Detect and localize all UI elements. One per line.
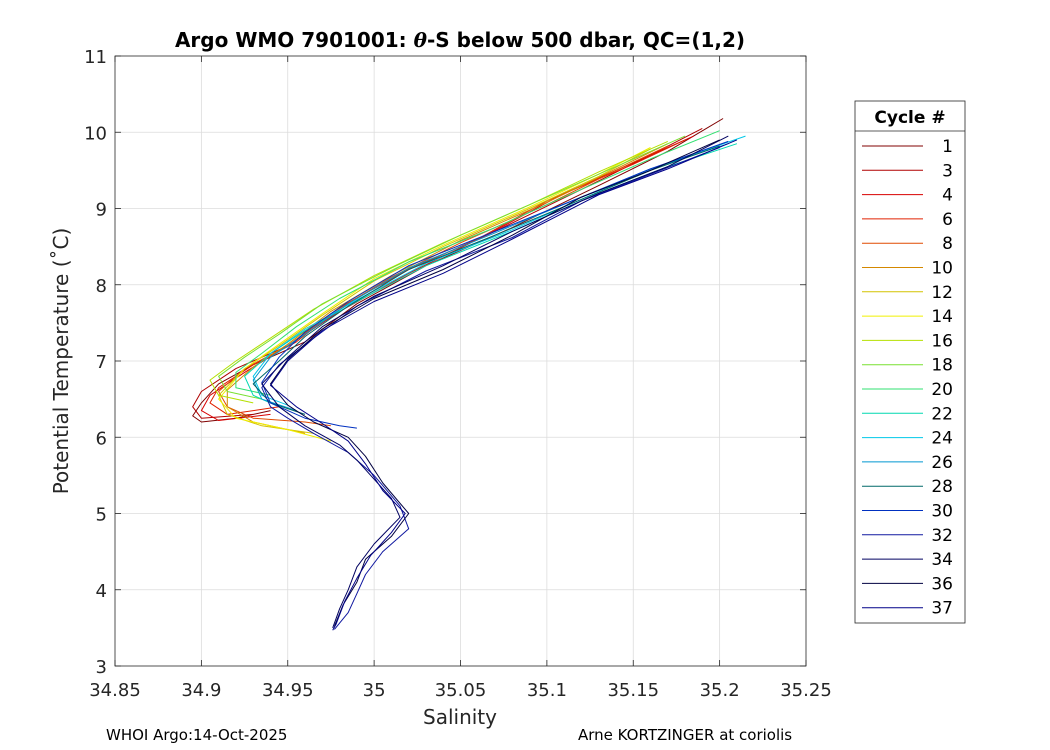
legend-entry-label: 36 <box>931 574 953 594</box>
series-line-cycle-16 <box>209 140 669 404</box>
legend-entry-label: 3 <box>942 161 953 181</box>
y-tick-label: 10 <box>84 123 107 144</box>
chart-title: Argo WMO 7901001: θ-S below 500 dbar, QC… <box>175 28 745 52</box>
legend-entry-label: 4 <box>942 186 953 206</box>
legend-entry-label: 10 <box>931 259 953 279</box>
y-tick-label: 7 <box>96 352 107 373</box>
y-tick-label: 4 <box>96 581 107 602</box>
legend-entry-label: 26 <box>931 453 953 473</box>
series-line-cycle-24 <box>252 135 746 406</box>
series-line-cycle-18 <box>218 135 686 400</box>
legend-entry-label: 22 <box>931 404 953 424</box>
legend-entry-label: 14 <box>931 307 953 327</box>
y-tick-label: 11 <box>84 47 107 68</box>
legend-entry-label: 30 <box>931 502 953 522</box>
y-tick-label: 3 <box>96 657 107 678</box>
footer-left-credit: WHOI Argo:14-Oct-2025 <box>106 726 288 744</box>
legend-box <box>854 100 966 624</box>
legend-entry-label: 28 <box>931 477 953 497</box>
legend-entry-label: 16 <box>931 331 953 351</box>
axis-ticks: 34.85 34.9 34.95 35 35.05 35.1 35.15 35.2 35.253… <box>84 47 832 701</box>
series-line-cycle-6 <box>209 139 686 415</box>
legend-entry-label: 1 <box>942 137 953 157</box>
y-tick-label: 9 <box>96 200 107 221</box>
series-line-cycle-14 <box>218 147 651 442</box>
legend-entry-label: 6 <box>942 210 953 230</box>
series-line-cycle-32 <box>261 147 720 630</box>
series-line-cycle-8 <box>218 145 669 427</box>
x-tick-label: 35.15 <box>607 680 659 701</box>
series-line-cycle-12 <box>218 148 651 434</box>
legend-entry-label: 8 <box>942 234 953 254</box>
series-line-cycle-26 <box>252 143 729 412</box>
series-line-cycle-37 <box>270 139 738 631</box>
x-tick-label: 35.1 <box>527 680 567 701</box>
series-line-cycle-10 <box>226 143 669 434</box>
legend-entry-label: 37 <box>931 599 953 619</box>
x-axis-label: Salinity <box>423 705 497 729</box>
series-line-cycle-36 <box>270 139 720 627</box>
series-line-cycle-28 <box>252 145 720 415</box>
legend-entry-label: 20 <box>931 380 953 400</box>
legend-entry-label: 18 <box>931 356 953 376</box>
x-tick-label: 35 <box>363 680 386 701</box>
legend-entry-label: 12 <box>931 283 953 303</box>
series-line-cycle-22 <box>244 143 738 408</box>
legend: Cycle #134681012141618202224262830323436… <box>854 100 966 624</box>
series-line-cycle-34 <box>261 135 729 629</box>
x-tick-label: 34.9 <box>181 680 221 701</box>
legend-entry-label: 24 <box>931 429 953 449</box>
y-axis-label: Potential Temperature (˚C) <box>49 228 73 495</box>
x-tick-label: 34.85 <box>89 680 141 701</box>
x-tick-label: 34.95 <box>262 680 314 701</box>
x-tick-label: 35.25 <box>780 680 832 701</box>
legend-entry-label: 34 <box>931 550 953 570</box>
legend-entry-label: 32 <box>931 526 953 546</box>
footer-right-credit: Arne KORTZINGER at coriolis <box>578 726 793 744</box>
y-tick-label: 5 <box>96 505 107 526</box>
x-tick-label: 35.05 <box>435 680 487 701</box>
x-tick-label: 35.2 <box>700 680 740 701</box>
legend-title: Cycle # <box>874 108 945 128</box>
series-line-cycle-20 <box>235 130 720 396</box>
y-tick-label: 6 <box>96 428 107 449</box>
series-group <box>192 118 746 631</box>
series-line-cycle-1 <box>192 118 724 423</box>
y-tick-label: 8 <box>96 276 107 297</box>
